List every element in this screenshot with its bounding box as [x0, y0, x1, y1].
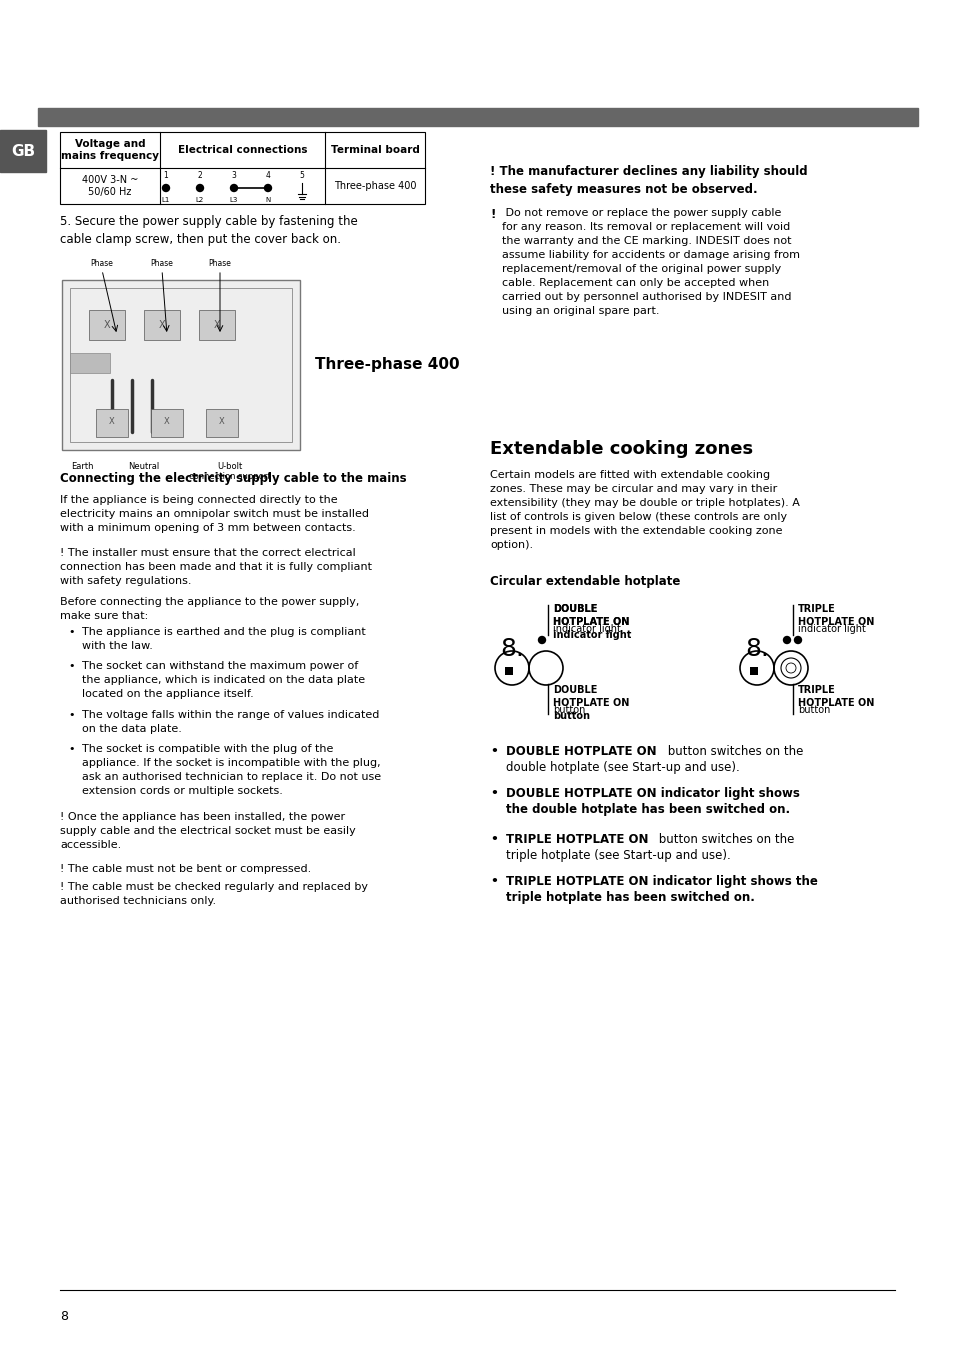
Text: The appliance is earthed and the plug is compliant
with the law.: The appliance is earthed and the plug is… [82, 626, 365, 651]
Circle shape [196, 185, 203, 192]
Text: •: • [68, 626, 74, 637]
Text: •: • [68, 662, 74, 671]
Text: L1: L1 [162, 197, 170, 202]
Bar [96, 409, 128, 437]
Text: X: X [164, 417, 170, 427]
Text: the double hotplate has been switched on.: the double hotplate has been switched on… [505, 803, 789, 815]
Bar [0, 130, 46, 171]
Text: Phase: Phase [209, 259, 232, 269]
Bar [38, 108, 917, 126]
Text: Three-phase 400: Three-phase 400 [334, 181, 416, 190]
Text: U-bolt
connection support: U-bolt connection support [189, 462, 271, 482]
Bar [206, 409, 237, 437]
Circle shape [162, 185, 170, 192]
Text: N: N [265, 197, 271, 202]
Text: DOUBLE
HOTPLATE ON
indicator light: DOUBLE HOTPLATE ON indicator light [553, 603, 631, 640]
Text: X: X [109, 417, 114, 427]
Text: 5. Secure the power supply cable by fastening the
cable clamp screw, then put th: 5. Secure the power supply cable by fast… [60, 215, 357, 246]
Text: Circular extendable hotplate: Circular extendable hotplate [490, 575, 679, 589]
Text: GB: GB [10, 143, 35, 158]
Text: triple hotplate has been switched on.: triple hotplate has been switched on. [505, 891, 754, 904]
Text: •: • [68, 710, 74, 720]
Circle shape [231, 185, 237, 192]
Text: •: • [68, 744, 74, 755]
Bar [151, 409, 183, 437]
Text: 1: 1 [164, 171, 168, 181]
Text: indicator light: indicator light [553, 624, 620, 634]
Text: Neutral: Neutral [129, 462, 159, 471]
Text: ! Once the appliance has been installed, the power
supply cable and the electric: ! Once the appliance has been installed,… [60, 811, 355, 850]
Text: 8: 8 [60, 1310, 68, 1323]
Text: X: X [213, 320, 220, 329]
Text: Earth: Earth [71, 462, 93, 471]
Text: TRIPLE
HOTPLATE ON: TRIPLE HOTPLATE ON [797, 603, 874, 626]
Text: TRIPLE HOTPLATE ON indicator light shows the: TRIPLE HOTPLATE ON indicator light shows… [505, 875, 817, 888]
Circle shape [537, 636, 545, 644]
Text: ! The installer must ensure that the correct electrical
connection has been made: ! The installer must ensure that the cor… [60, 548, 372, 586]
Text: L2: L2 [195, 197, 204, 202]
Text: DOUBLE HOTPLATE ON indicator light shows: DOUBLE HOTPLATE ON indicator light shows [505, 787, 799, 801]
Text: 5: 5 [299, 171, 304, 181]
Text: button switches on the: button switches on the [663, 745, 802, 757]
Text: Terminal board: Terminal board [331, 144, 419, 155]
Text: •: • [490, 875, 497, 888]
Text: 3: 3 [232, 171, 236, 181]
Bar [70, 288, 292, 441]
Text: •: • [490, 745, 497, 757]
Bar [199, 310, 234, 340]
Bar [749, 667, 758, 675]
Text: DOUBLE
HOTPLATE ON: DOUBLE HOTPLATE ON [553, 603, 629, 626]
Bar [144, 310, 180, 340]
Text: TRIPLE
HOTPLATE ON: TRIPLE HOTPLATE ON [797, 684, 874, 707]
Text: triple hotplate (see Start-up and use).: triple hotplate (see Start-up and use). [505, 849, 730, 863]
Text: button: button [797, 705, 829, 716]
Text: ! The manufacturer declines any liability should
these safety measures not be ob: ! The manufacturer declines any liabilit… [490, 165, 807, 196]
Text: Phase: Phase [91, 259, 113, 269]
Text: ! The cable must not be bent or compressed.: ! The cable must not be bent or compress… [60, 864, 311, 873]
Text: Electrical connections: Electrical connections [177, 144, 307, 155]
Text: DOUBLE HOTPLATE ON: DOUBLE HOTPLATE ON [505, 745, 656, 757]
Text: X: X [158, 320, 165, 329]
Text: The voltage falls within the range of values indicated
on the data plate.: The voltage falls within the range of va… [82, 710, 379, 734]
Bar [504, 667, 513, 675]
Text: Voltage and
mains frequency: Voltage and mains frequency [61, 139, 159, 161]
Text: Do not remove or replace the power supply cable
for any reason. Its removal or r: Do not remove or replace the power suppl… [501, 208, 800, 316]
Bar [62, 279, 299, 450]
Text: 400V 3-N ~
50/60 Hz: 400V 3-N ~ 50/60 Hz [82, 174, 138, 197]
Text: ! The cable must be checked regularly and replaced by
authorised technicians onl: ! The cable must be checked regularly an… [60, 882, 368, 906]
Bar [70, 352, 110, 373]
Text: Connecting the electricity supply cable to the mains: Connecting the electricity supply cable … [60, 472, 406, 485]
Text: X: X [104, 320, 111, 329]
Text: Three-phase 400: Three-phase 400 [314, 358, 459, 373]
Text: Certain models are fitted with extendable cooking
zones. These may be circular a: Certain models are fitted with extendabl… [490, 470, 799, 549]
Text: L3: L3 [230, 197, 238, 202]
Text: !: ! [490, 208, 495, 221]
Circle shape [782, 636, 790, 644]
Bar [89, 310, 125, 340]
Circle shape [794, 636, 801, 644]
Text: button switches on the: button switches on the [655, 833, 794, 846]
Circle shape [264, 185, 272, 192]
Text: The socket can withstand the maximum power of
the appliance, which is indicated : The socket can withstand the maximum pow… [82, 662, 365, 699]
Text: 4: 4 [265, 171, 270, 181]
Text: indicator light: indicator light [797, 624, 865, 634]
Text: 8.: 8. [744, 637, 768, 662]
Text: If the appliance is being connected directly to the
electricity mains an omnipol: If the appliance is being connected dire… [60, 495, 369, 533]
Text: 8.: 8. [499, 637, 523, 662]
Text: Extendable cooking zones: Extendable cooking zones [490, 440, 752, 458]
Text: button: button [553, 705, 585, 716]
Text: X: X [219, 417, 225, 427]
Bar [60, 132, 424, 204]
Text: •: • [490, 833, 497, 846]
Text: •: • [490, 787, 497, 801]
Text: Phase: Phase [151, 259, 173, 269]
Text: TRIPLE HOTPLATE ON: TRIPLE HOTPLATE ON [505, 833, 648, 846]
Text: 2: 2 [197, 171, 202, 181]
Text: double hotplate (see Start-up and use).: double hotplate (see Start-up and use). [505, 761, 739, 774]
Text: DOUBLE
HOTPLATE ON
button: DOUBLE HOTPLATE ON button [553, 684, 629, 721]
Text: The socket is compatible with the plug of the
appliance. If the socket is incomp: The socket is compatible with the plug o… [82, 744, 381, 796]
Text: Before connecting the appliance to the power supply,
make sure that:: Before connecting the appliance to the p… [60, 597, 359, 621]
